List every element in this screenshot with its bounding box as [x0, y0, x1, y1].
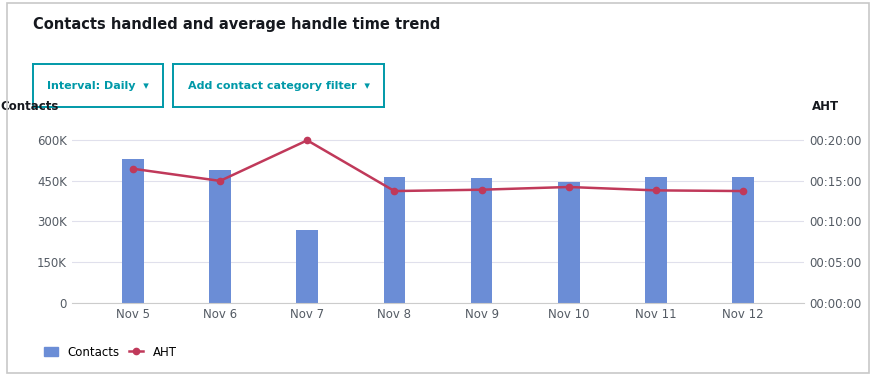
Text: Contacts handled and average handle time trend: Contacts handled and average handle time…	[33, 17, 441, 32]
Bar	[470, 178, 492, 303]
Bar	[209, 170, 231, 303]
Text: AHT: AHT	[811, 100, 838, 114]
Bar	[558, 182, 580, 303]
Legend: Contacts, AHT: Contacts, AHT	[39, 341, 181, 363]
Bar	[122, 159, 144, 303]
Bar	[384, 177, 406, 303]
Bar	[645, 177, 667, 303]
Text: Add contact category filter  ▾: Add contact category filter ▾	[187, 80, 370, 91]
Bar	[296, 230, 318, 303]
Bar	[732, 177, 754, 303]
Text: Interval: Daily  ▾: Interval: Daily ▾	[47, 80, 149, 91]
Text: Contacts: Contacts	[0, 100, 59, 114]
